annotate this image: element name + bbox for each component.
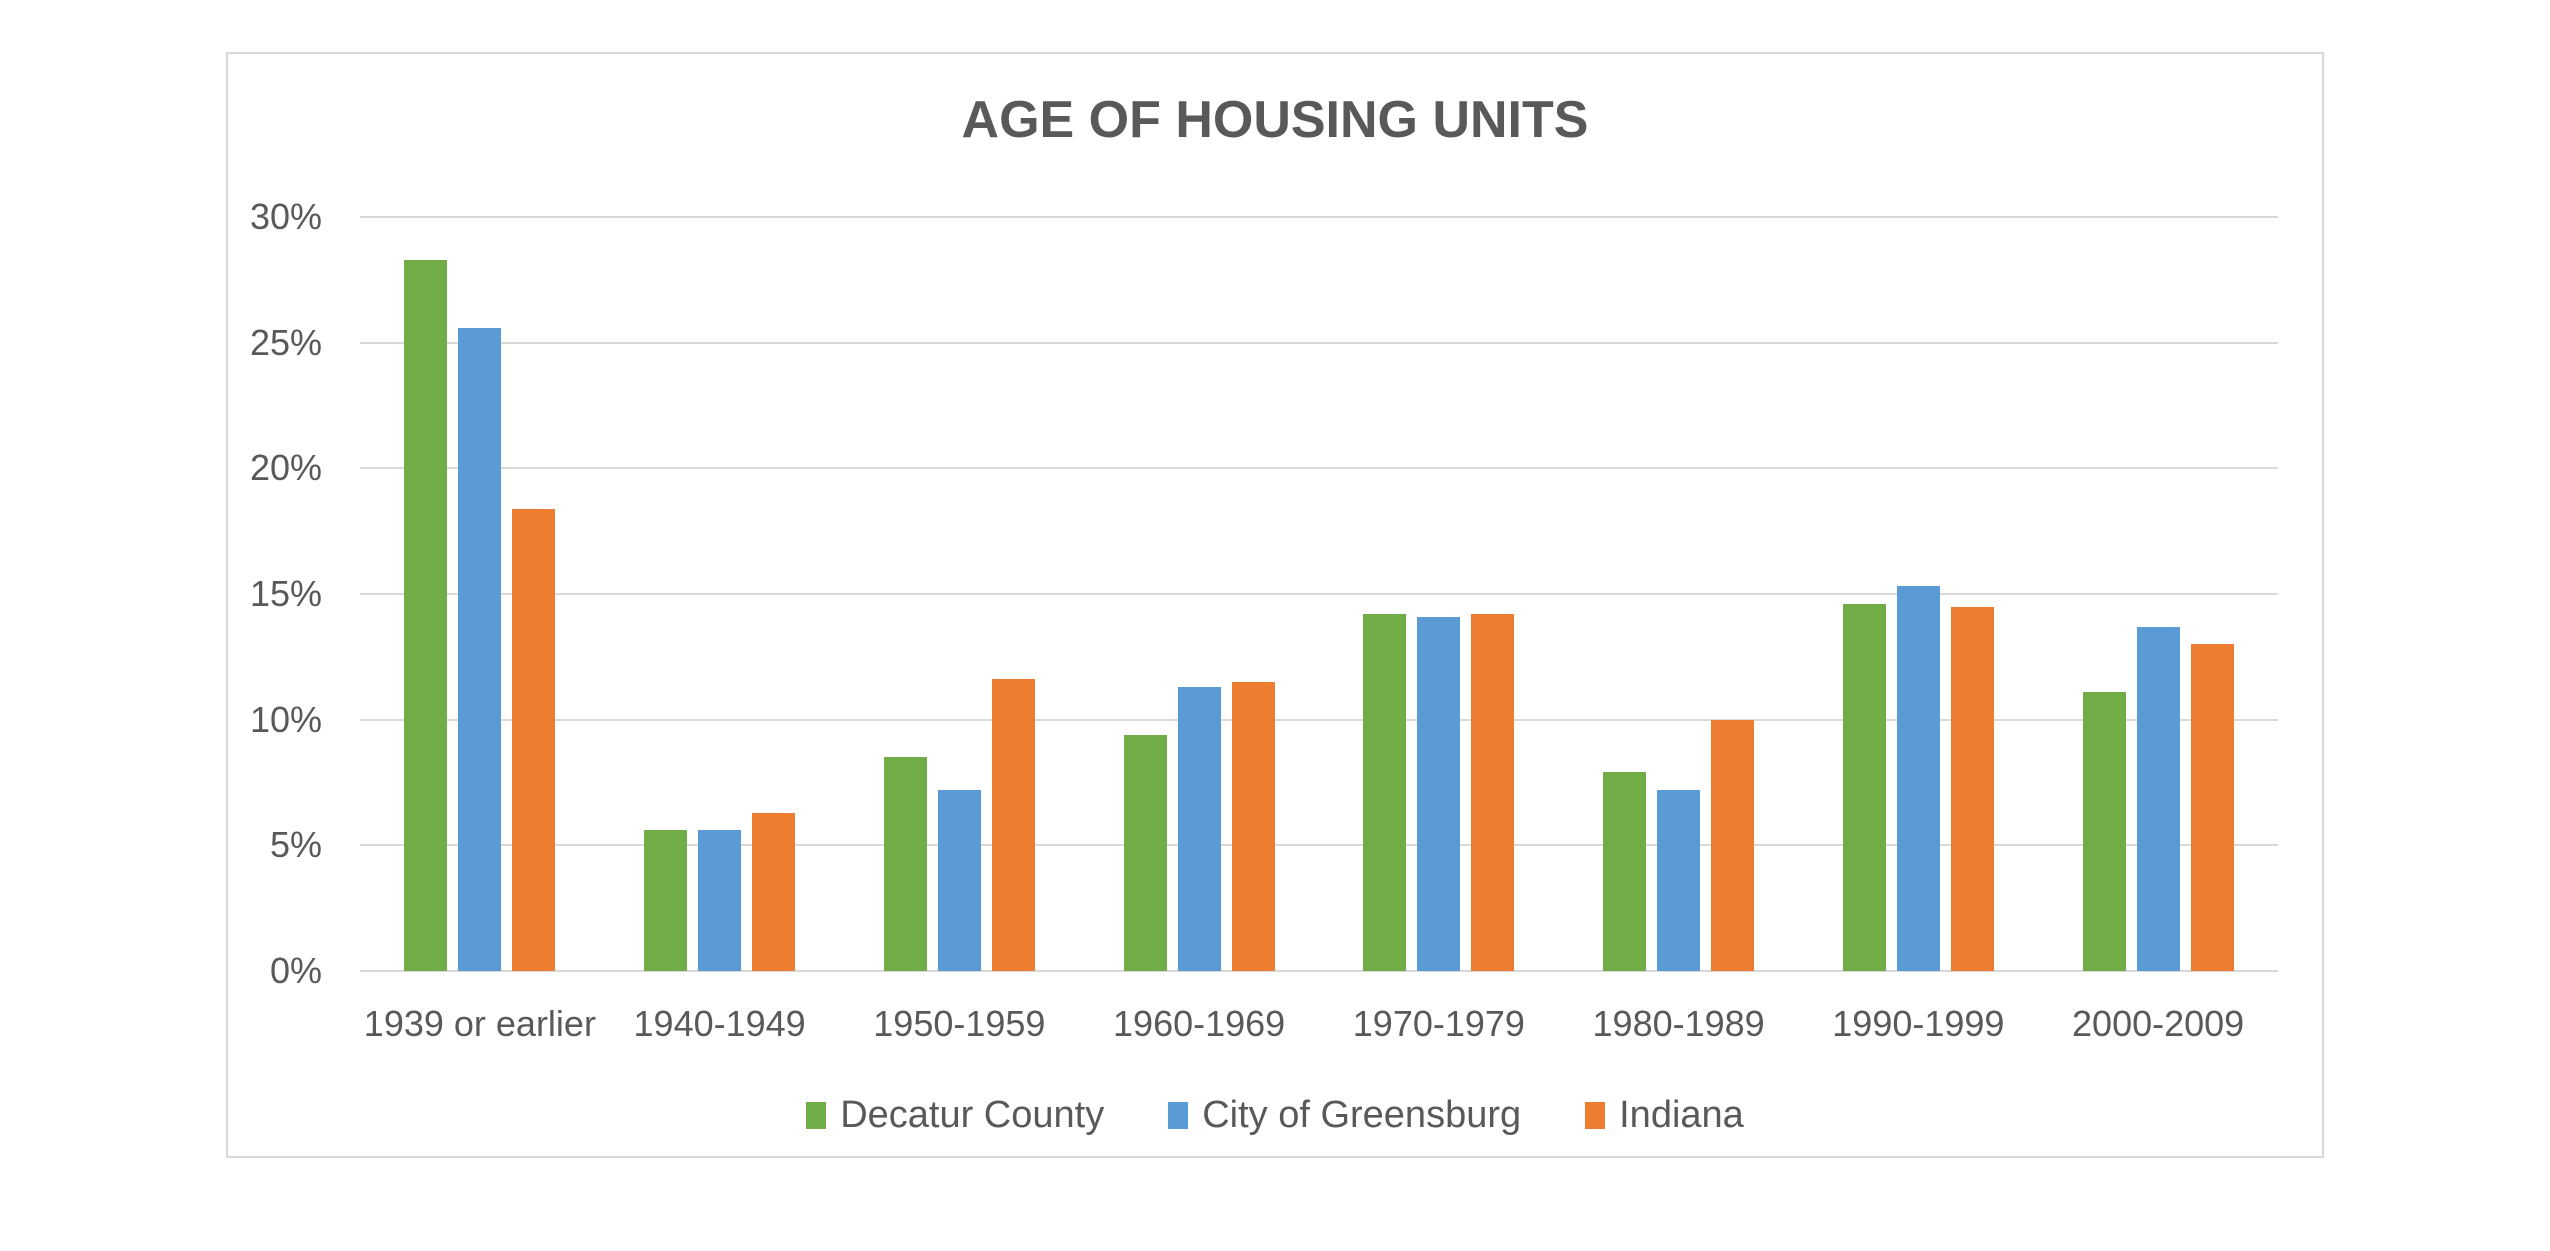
x-axis-category-label: 1960-1969 bbox=[1113, 1003, 1286, 1044]
legend-swatch-icon bbox=[806, 1102, 827, 1129]
bar bbox=[1603, 772, 1647, 971]
x-axis-category-label: 1950-1959 bbox=[873, 1003, 1046, 1044]
x-axis-category-label: 1980-1989 bbox=[1592, 1003, 1765, 1044]
bar-group bbox=[840, 217, 1080, 971]
bar bbox=[1950, 606, 1994, 971]
bar bbox=[458, 327, 502, 971]
y-axis-tick-label: 20% bbox=[249, 447, 322, 489]
bar bbox=[937, 790, 981, 971]
y-axis-tick-label: 30% bbox=[249, 196, 322, 237]
y-axis-tick-label: 0% bbox=[269, 950, 322, 991]
bar bbox=[698, 830, 742, 971]
gridline-5 bbox=[360, 844, 2278, 847]
gridline-20 bbox=[360, 467, 2278, 470]
gridline-30 bbox=[360, 216, 2278, 218]
bar bbox=[1471, 614, 1515, 971]
x-axis-category-label: 2000-2009 bbox=[2072, 1003, 2245, 1044]
bar bbox=[1842, 604, 1886, 971]
bar-groups bbox=[360, 217, 2278, 971]
x-axis-labels: 1939 or earlier 1940-1949 1950-1959 1960-19… bbox=[360, 1003, 2278, 1045]
x-axis-category-label: 1990-1999 bbox=[1832, 1003, 2005, 1044]
bar bbox=[1896, 586, 1940, 971]
bar bbox=[2190, 644, 2234, 971]
bar-group bbox=[2038, 217, 2278, 971]
x-axis-category-label: 1940-1949 bbox=[633, 1003, 806, 1044]
bar bbox=[2082, 692, 2126, 971]
bar bbox=[644, 830, 688, 971]
bar bbox=[1657, 790, 1701, 971]
legend-item: Indiana bbox=[1585, 1094, 1744, 1137]
bar bbox=[1231, 681, 1275, 971]
bar bbox=[2136, 626, 2180, 971]
bar bbox=[512, 508, 556, 971]
legend-swatch-icon bbox=[1168, 1102, 1189, 1129]
bar bbox=[1123, 734, 1167, 971]
legend-item: City of Greensburg bbox=[1168, 1094, 1521, 1137]
legend-swatch-icon bbox=[1585, 1102, 1606, 1129]
bar bbox=[1711, 719, 1755, 971]
gridline-0 bbox=[360, 970, 2278, 972]
y-axis-tick-label: 15% bbox=[249, 573, 322, 614]
bar bbox=[1363, 614, 1407, 971]
gridline-25 bbox=[360, 341, 2278, 344]
x-axis-category-label: 1970-1979 bbox=[1352, 1003, 1525, 1044]
bar bbox=[752, 812, 796, 971]
bar bbox=[1177, 687, 1221, 971]
y-axis-tick-label: 5% bbox=[269, 824, 322, 866]
plot-area: 0% 5% 10% 15% 20% 25% 30% 1939 or earlier 1940-… bbox=[250, 196, 2278, 1044]
bar-group bbox=[360, 217, 600, 971]
x-axis-category-label: 1939 or earlier bbox=[363, 1003, 596, 1044]
y-axis-tick-label: 25% bbox=[249, 321, 322, 363]
legend: Decatur County City of Greensburg Indiana bbox=[228, 1094, 2322, 1137]
bar-group bbox=[1079, 217, 1319, 971]
bar bbox=[883, 757, 927, 971]
gridline-10 bbox=[360, 718, 2278, 721]
chart-title: AGE OF HOUSING UNITS bbox=[961, 91, 1589, 149]
legend-label: Decatur County bbox=[840, 1094, 1105, 1136]
y-axis-tick-label: 10% bbox=[249, 698, 322, 740]
bar bbox=[991, 679, 1035, 971]
legend-label: Indiana bbox=[1619, 1094, 1744, 1136]
bar bbox=[1417, 616, 1461, 971]
bar-group bbox=[600, 217, 840, 971]
bar-group bbox=[1319, 217, 1559, 971]
bar bbox=[404, 259, 448, 971]
bar-group bbox=[1559, 217, 1799, 971]
bar-group bbox=[1799, 217, 2039, 971]
chart-frame: AGE OF HOUSING UNITS 0% 5% 10% 15% 20% 25% 30%… bbox=[226, 52, 2324, 1158]
legend-label: City of Greensburg bbox=[1202, 1094, 1522, 1136]
legend-item: Decatur County bbox=[806, 1094, 1104, 1137]
gridline-15 bbox=[360, 593, 2278, 595]
